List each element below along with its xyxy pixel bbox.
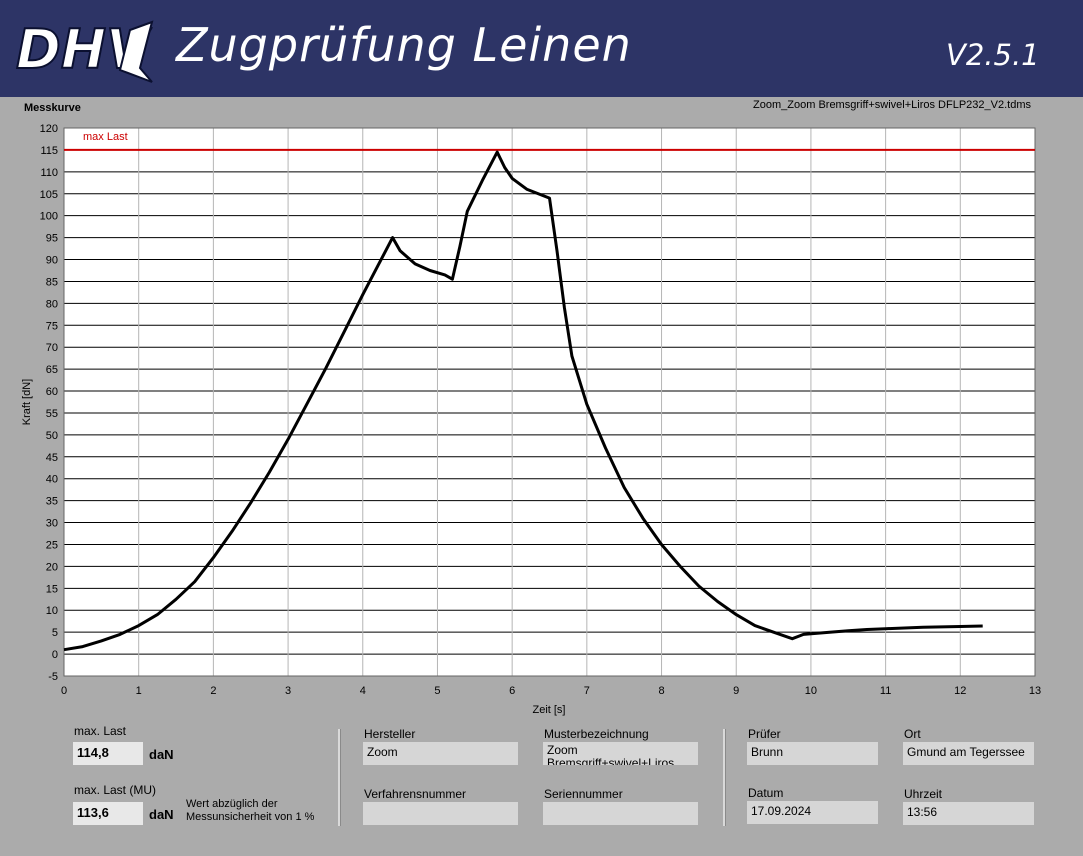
y-tick-label: 5 (52, 627, 58, 639)
datum-label: Datum (748, 786, 784, 800)
seriennummer-field[interactable] (543, 802, 698, 825)
y-tick-label: 45 (46, 452, 58, 464)
max-last-annotation: max Last (83, 131, 128, 143)
x-tick-label: 11 (880, 685, 891, 697)
dhv-logo: DHV (12, 10, 158, 88)
x-axis-label: Zeit [s] (532, 704, 565, 716)
x-tick-label: 12 (954, 685, 966, 697)
y-tick-label: 85 (46, 276, 58, 288)
mu-note: Wert abzüglich der Messunsicherheit von … (186, 798, 315, 823)
x-tick-label: 1 (136, 685, 142, 697)
uhrzeit-label: Uhrzeit (904, 787, 943, 801)
max-last-mu-value: 113,6 (73, 802, 143, 825)
plot-border (63, 127, 1036, 677)
uhrzeit-field[interactable]: 13:56 (903, 802, 1034, 825)
x-tick-label: 8 (658, 685, 664, 697)
x-tick-label: 10 (805, 685, 817, 697)
musterbezeichnung-label: Musterbezeichnung (544, 727, 649, 741)
max-last-label: max. Last (74, 724, 127, 738)
datum-field[interactable]: 17.09.2024 (747, 801, 878, 824)
plot-area (64, 128, 1035, 676)
y-tick-label: 120 (40, 123, 58, 135)
ort-field[interactable]: Gmund am Tegerssee (903, 742, 1034, 765)
verfahrensnummer-label: Verfahrensnummer (364, 787, 467, 801)
app-title: Zugprüfung Leinen (176, 18, 632, 72)
x-tick-label: 5 (434, 685, 440, 697)
y-tick-label: 115 (40, 145, 58, 157)
y-tick-label: 70 (46, 342, 58, 354)
seriennummer-label: Seriennummer (544, 787, 623, 801)
hersteller-label: Hersteller (364, 727, 416, 741)
ort-label: Ort (904, 727, 921, 741)
y-tick-label: 80 (46, 298, 58, 310)
y-tick-label: 50 (46, 430, 58, 442)
y-tick-label: 10 (46, 605, 58, 617)
force-curve (63, 150, 983, 652)
y-tick-label: 110 (40, 167, 58, 179)
y-tick-label: 25 (46, 539, 58, 551)
x-tick-label: 6 (509, 685, 515, 697)
file-name: Zoom_Zoom Bremsgriff+swivel+Liros DFLP23… (753, 99, 1031, 111)
x-tick-label: 7 (584, 685, 590, 697)
x-tick-label: 3 (285, 685, 291, 697)
x-tick-label: 2 (210, 685, 216, 697)
force-time-chart: -505101520253035404550556065707580859095… (21, 123, 1041, 716)
pruefer-label: Prüfer (748, 727, 781, 741)
musterbezeichnung-field[interactable]: Zoom Bremsgriff+swivel+Liros DFLP232 (543, 742, 698, 765)
y-axis-label: Kraft [dN] (21, 379, 33, 425)
x-tick-label: 0 (61, 685, 67, 697)
max-last-mu-unit: daN (149, 807, 174, 822)
y-tick-label: 40 (46, 474, 58, 486)
y-tick-label: 100 (40, 211, 58, 223)
y-tick-label: 0 (52, 649, 58, 661)
y-tick-label: 15 (46, 583, 58, 595)
y-tick-label: 90 (46, 255, 58, 267)
y-tick-label: 65 (46, 364, 58, 376)
y-tick-label: -5 (48, 671, 58, 683)
app-header: DHV Zugprüfung Leinen V2.5.1 (0, 0, 1083, 97)
x-tick-label: 13 (1029, 685, 1041, 697)
x-tick-label: 9 (733, 685, 739, 697)
y-tick-label: 60 (46, 386, 58, 398)
y-tick-label: 35 (46, 496, 58, 508)
app-version: V2.5.1 (946, 38, 1040, 72)
y-tick-label: 20 (46, 561, 58, 573)
x-tick-label: 4 (360, 685, 366, 697)
max-last-mu-label: max. Last (MU) (74, 783, 157, 797)
verfahrensnummer-field[interactable] (363, 802, 518, 825)
y-tick-label: 95 (46, 233, 58, 245)
separator (338, 729, 341, 826)
separator (723, 729, 726, 826)
max-last-value: 114,8 (73, 742, 143, 765)
y-tick-label: 105 (40, 189, 58, 201)
max-last-unit: daN (149, 747, 174, 762)
hersteller-field[interactable]: Zoom (363, 742, 518, 765)
chart-caption: Messkurve (24, 102, 81, 114)
y-tick-label: 30 (46, 518, 58, 530)
pruefer-field[interactable]: Brunn (747, 742, 878, 765)
y-tick-label: 55 (46, 408, 58, 420)
y-tick-label: 75 (46, 320, 58, 332)
